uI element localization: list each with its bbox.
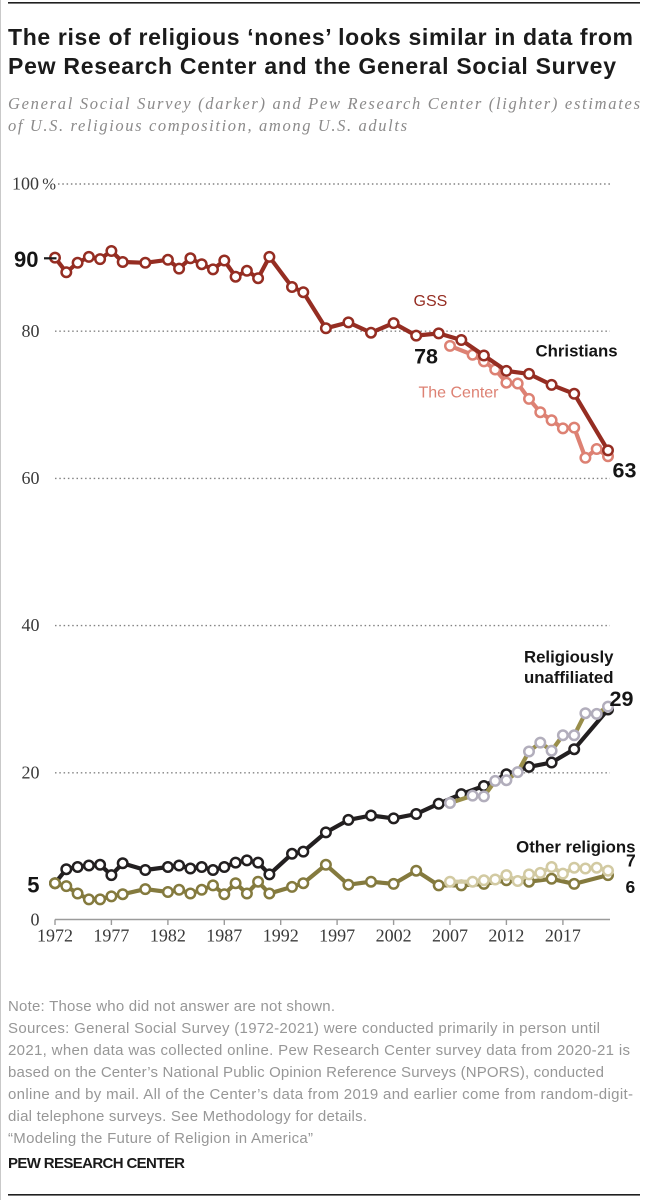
- svg-text:90: 90: [14, 247, 38, 272]
- svg-text:1992: 1992: [263, 926, 299, 946]
- svg-text:unaffiliated: unaffiliated: [524, 668, 614, 687]
- svg-text:PEW RESEARCH CENTER: PEW RESEARCH CENTER: [8, 1155, 185, 1172]
- svg-text:Other religions: Other religions: [516, 837, 635, 856]
- svg-text:of U.S. religious composition,: of U.S. religious composition, among U.S…: [8, 116, 407, 135]
- svg-text:Note: Those who did not answer: Note: Those who did not answer are not s…: [8, 998, 335, 1015]
- svg-text:dial telephone surveys. See Me: dial telephone surveys. See Methodology …: [8, 1108, 367, 1125]
- svg-text:5: 5: [27, 873, 39, 898]
- svg-text:2012: 2012: [488, 926, 524, 946]
- svg-text:GSS: GSS: [414, 293, 448, 310]
- svg-text:Christians: Christians: [536, 342, 618, 361]
- svg-text:7: 7: [626, 851, 636, 871]
- svg-text:2017: 2017: [545, 926, 581, 946]
- svg-text:online and by mail. All of the: online and by mail. All of the Center’s …: [8, 1086, 633, 1103]
- svg-text:1982: 1982: [150, 926, 186, 946]
- svg-text:Pew Research Center and the Ge: Pew Research Center and the General Soci…: [8, 53, 616, 79]
- svg-text:29: 29: [610, 687, 634, 711]
- svg-text:0: 0: [31, 910, 40, 930]
- svg-text:based on the Center’s National: based on the Center’s National Public Op…: [8, 1064, 604, 1081]
- svg-text:2021, when data was collected: 2021, when data was collected online. Pe…: [8, 1042, 630, 1059]
- svg-text:2002: 2002: [376, 926, 412, 946]
- svg-text:6: 6: [626, 877, 636, 897]
- svg-text:The rise of religious ‘nones’: The rise of religious ‘nones’ looks simi…: [8, 24, 633, 50]
- svg-text:Sources: General Social Survey: Sources: General Social Survey (1972-202…: [8, 1020, 600, 1037]
- svg-text:20: 20: [22, 762, 40, 782]
- svg-text:60: 60: [22, 468, 40, 488]
- svg-text:1997: 1997: [319, 926, 355, 946]
- svg-text:1987: 1987: [206, 926, 242, 946]
- svg-text:78: 78: [414, 345, 438, 369]
- svg-text:“Modeling the Future of Religi: “Modeling the Future of Religion in Amer…: [8, 1130, 313, 1147]
- svg-text:2007: 2007: [432, 926, 468, 946]
- svg-text:100 %: 100 %: [12, 174, 56, 194]
- svg-text:The Center: The Center: [419, 385, 500, 402]
- svg-text:40: 40: [22, 615, 40, 635]
- svg-text:80: 80: [22, 321, 40, 341]
- svg-text:1977: 1977: [93, 926, 129, 946]
- svg-text:1972: 1972: [37, 926, 73, 946]
- svg-text:Religiously: Religiously: [524, 648, 614, 667]
- svg-text:63: 63: [613, 459, 637, 483]
- svg-text:General Social Survey (darker): General Social Survey (darker) and Pew R…: [8, 94, 640, 113]
